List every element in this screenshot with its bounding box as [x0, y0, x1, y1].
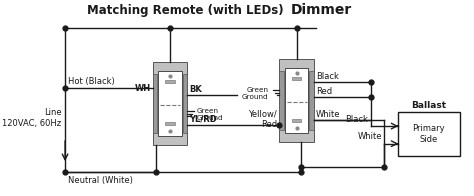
Bar: [280, 58, 314, 142]
Bar: [158, 71, 182, 135]
Text: Black: Black: [345, 115, 368, 124]
Text: BK: BK: [189, 84, 202, 93]
Bar: [292, 76, 301, 80]
Bar: [292, 119, 301, 122]
Text: WH: WH: [135, 83, 151, 93]
Text: Green
Ground: Green Ground: [196, 107, 223, 121]
Text: White: White: [316, 110, 340, 119]
Bar: [153, 62, 187, 144]
Bar: [153, 74, 157, 132]
Text: Red: Red: [316, 86, 332, 95]
Text: Yellow/
Red: Yellow/ Red: [248, 109, 277, 129]
Bar: [165, 80, 174, 83]
Text: YL/RD: YL/RD: [189, 114, 217, 123]
Text: Neutral (White): Neutral (White): [68, 177, 133, 185]
Bar: [310, 71, 314, 130]
Text: Matching Remote (with LEDs): Matching Remote (with LEDs): [87, 4, 284, 16]
Text: Green
Ground: Green Ground: [242, 86, 269, 100]
Bar: [280, 71, 284, 130]
Text: Dimmer: Dimmer: [291, 3, 352, 17]
Text: Ballast: Ballast: [411, 101, 447, 110]
Text: Black: Black: [316, 72, 338, 81]
Bar: [285, 67, 309, 132]
Bar: [398, 112, 459, 156]
Text: Line
120VAC, 60Hz: Line 120VAC, 60Hz: [2, 108, 62, 128]
Text: Hot (Black): Hot (Black): [68, 76, 115, 85]
Bar: [182, 74, 187, 132]
Text: White: White: [357, 132, 382, 141]
Bar: [165, 122, 174, 124]
Text: Primary
Side: Primary Side: [412, 124, 445, 144]
